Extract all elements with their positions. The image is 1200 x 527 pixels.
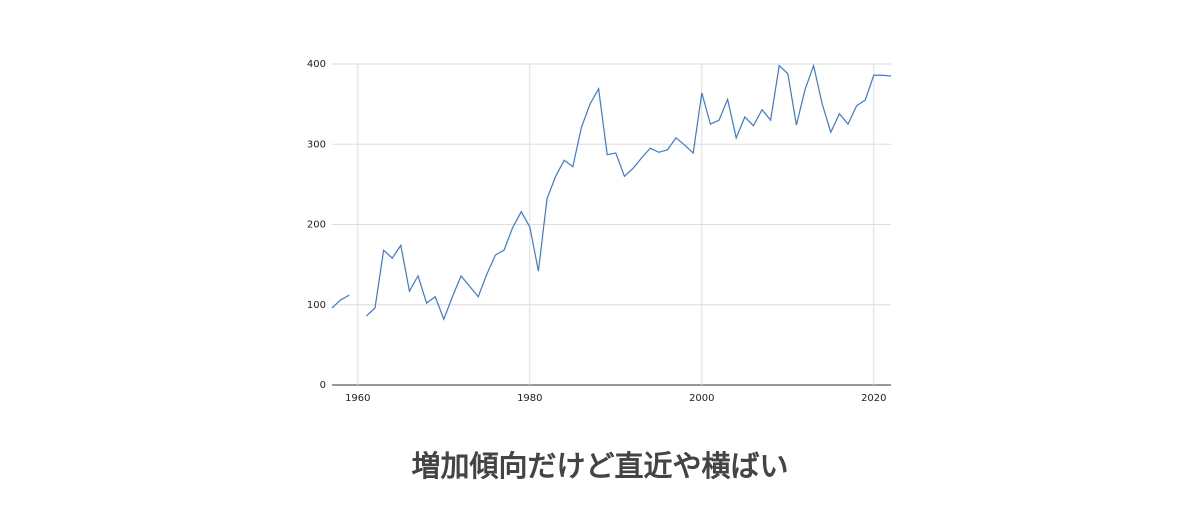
data-line — [331, 63, 892, 321]
x-tick-label: 2020 — [861, 393, 886, 404]
y-tick-label: 100 — [307, 300, 326, 311]
x-tick-label: 1960 — [345, 393, 370, 404]
y-tick-label: 300 — [307, 139, 326, 150]
x-tick-label: 2000 — [689, 393, 714, 404]
y-tick-label: 400 — [307, 59, 326, 70]
y-tick-label: 0 — [320, 380, 326, 391]
x-tick-label: 1980 — [517, 393, 542, 404]
chart-title: 増加傾向だけど直近や横ばい — [411, 449, 788, 483]
y-tick-label: 200 — [307, 220, 326, 231]
